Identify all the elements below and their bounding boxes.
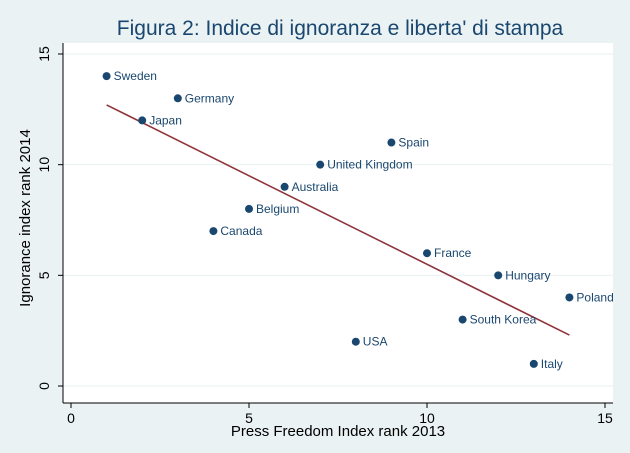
plot-area [63, 43, 613, 403]
point-label-italy: Italy [541, 357, 563, 371]
point-belgium [245, 204, 253, 213]
point-label-hungary: Hungary [505, 268, 550, 282]
point-italy [529, 359, 538, 368]
fit-line [106, 104, 570, 336]
point-label-australia: Australia [292, 180, 339, 194]
point-usa [351, 337, 360, 346]
point-label-germany: Germany [185, 91, 234, 105]
point-south-korea [458, 315, 467, 324]
point-france [423, 249, 431, 258]
point-hungary [494, 271, 503, 280]
x-tick-label-10: 10 [419, 410, 435, 426]
point-label-japan: Japan [149, 113, 182, 127]
fit-line-group [106, 104, 570, 336]
chart-title: Figura 2: Indice di ignoranza e liberta'… [117, 17, 564, 40]
point-japan [138, 116, 147, 125]
axes: 0 5 10 15 0 5 10 15 [36, 43, 613, 426]
y-tick-label-10: 10 [36, 157, 52, 173]
point-label-poland: Poland [576, 290, 613, 304]
point-label-south-korea: South Korea [470, 313, 537, 327]
point-label-sweden: Sweden [114, 69, 157, 83]
point-canada [209, 227, 218, 236]
point-label-usa: USA [363, 335, 388, 349]
x-tick-label-15: 15 [597, 410, 613, 426]
point-label-united-kingdom: United Kingdom [327, 158, 412, 172]
point-germany [173, 94, 182, 103]
y-tick-label-5: 5 [36, 271, 52, 279]
point-spain [387, 138, 396, 147]
point-united-kingdom [316, 160, 325, 169]
x-tick-label-0: 0 [67, 410, 75, 426]
point-sweden [102, 72, 111, 81]
gridlines [63, 53, 613, 387]
point-label-spain: Spain [398, 136, 429, 150]
y-axis-label: Ignorance index rank 2014 [17, 129, 34, 307]
point-poland [565, 293, 574, 302]
x-tick-label-5: 5 [245, 410, 253, 426]
point-label-belgium: Belgium [256, 202, 299, 216]
y-tick-label-15: 15 [36, 46, 52, 62]
point-australia [280, 182, 289, 191]
x-axis-label: Press Freedom Index rank 2013 [231, 423, 445, 440]
point-label-canada: Canada [220, 224, 262, 238]
point-label-france: France [434, 246, 472, 260]
y-tick-label-0: 0 [36, 382, 52, 390]
